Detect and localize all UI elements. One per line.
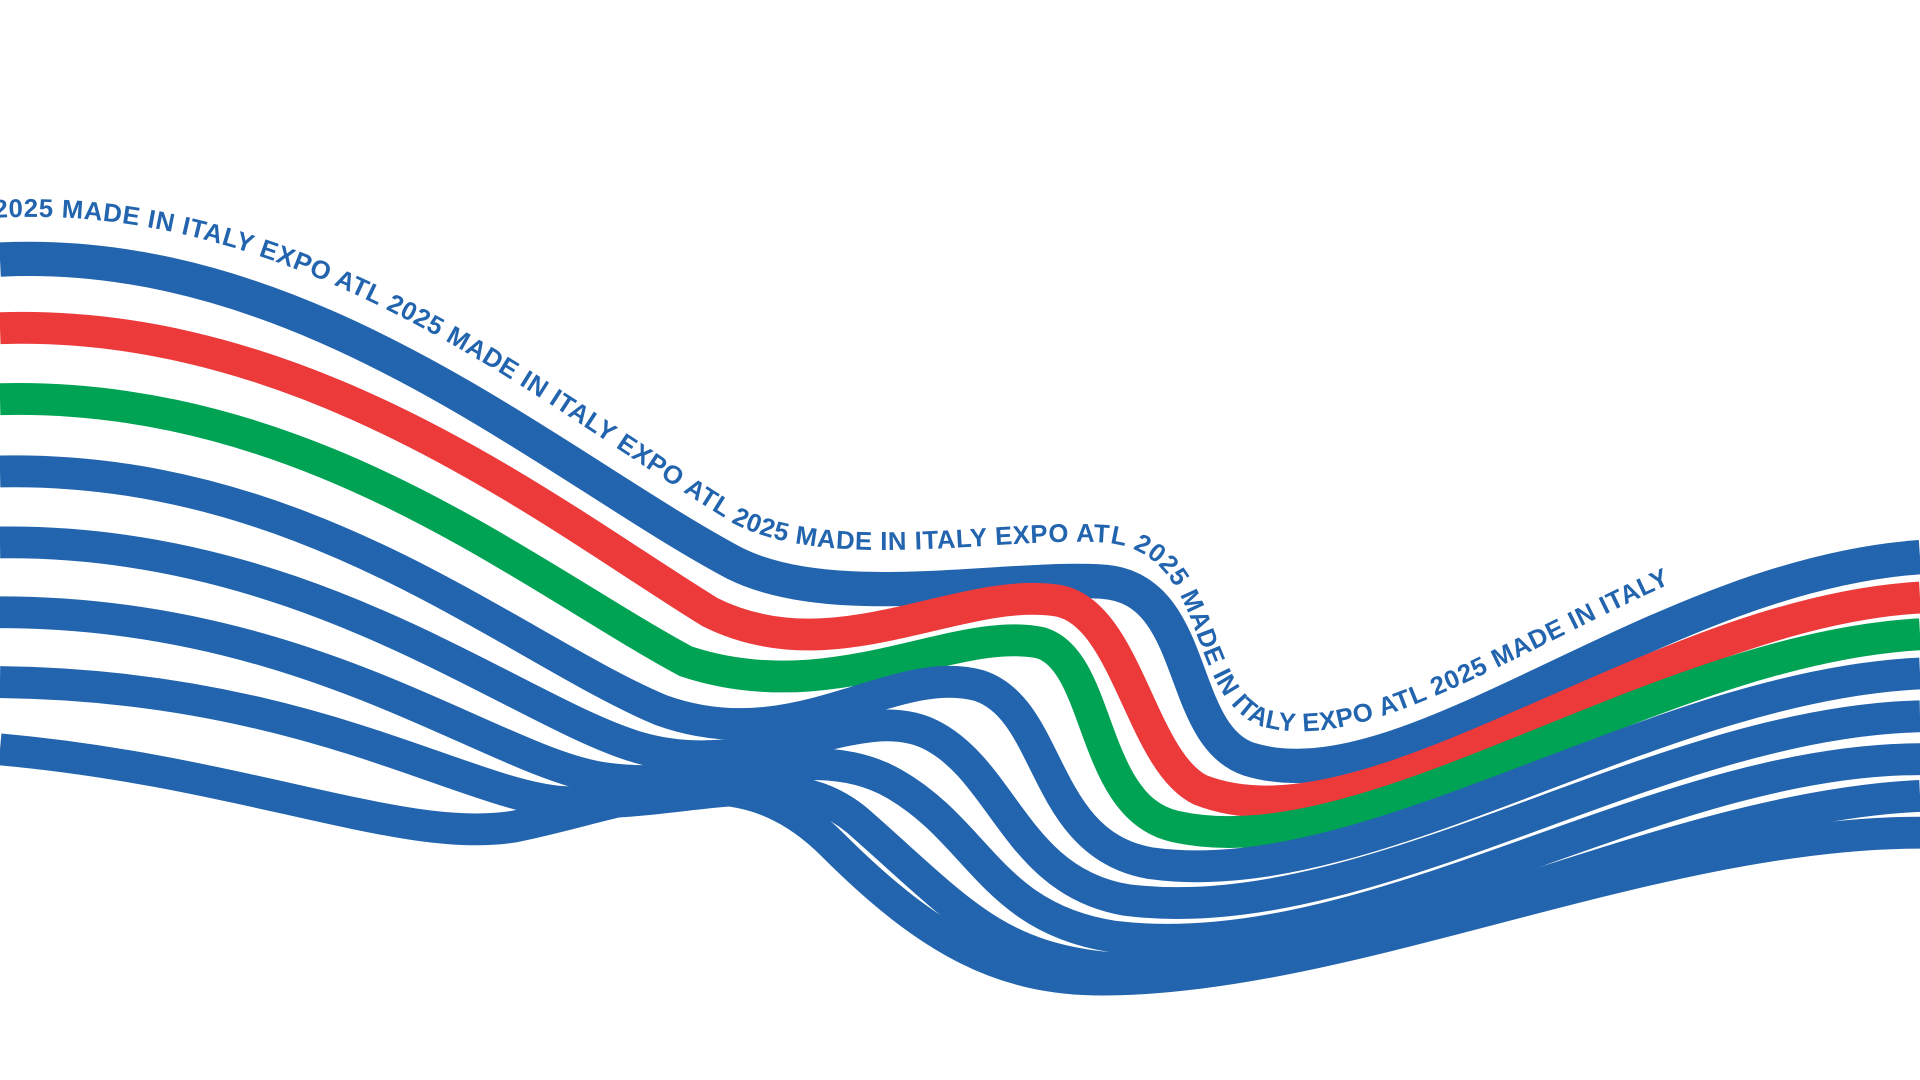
stripe bbox=[0, 383, 1920, 848]
stripe bbox=[0, 455, 1920, 883]
stripes bbox=[0, 241, 1920, 996]
stripe bbox=[0, 733, 1920, 996]
stripe bbox=[0, 526, 1920, 919]
stripe bbox=[0, 596, 1920, 956]
stripe bbox=[0, 311, 1920, 818]
stripe bbox=[0, 241, 1920, 783]
